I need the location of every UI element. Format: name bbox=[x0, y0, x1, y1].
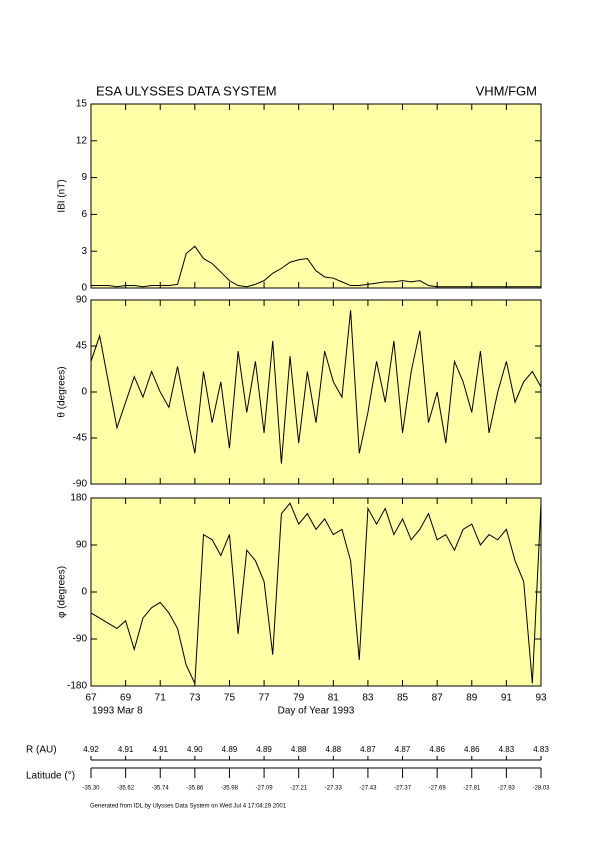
y-tick-label: 0 bbox=[81, 387, 87, 398]
lat-value: -27.43 bbox=[359, 786, 377, 792]
r-value: 4.88 bbox=[291, 745, 307, 754]
y-tick-label: 3 bbox=[81, 246, 87, 257]
r-value: 4.91 bbox=[152, 745, 168, 754]
x-tick-label: 91 bbox=[501, 693, 513, 704]
lat-value: -27.33 bbox=[325, 786, 343, 792]
r-value: 4.89 bbox=[222, 745, 238, 754]
x-tick-label: 89 bbox=[466, 693, 478, 704]
y-tick-label: -90 bbox=[73, 634, 88, 645]
y-tick-label: 90 bbox=[76, 295, 88, 306]
r-value: 4.89 bbox=[256, 745, 272, 754]
r-value: 4.91 bbox=[118, 745, 134, 754]
r-value: 4.83 bbox=[533, 745, 549, 754]
y-tick-label: -180 bbox=[67, 681, 87, 692]
x-tick-label: 93 bbox=[535, 693, 547, 704]
x-tick-label: 75 bbox=[224, 693, 236, 704]
lat-label: Latitude (°) bbox=[26, 771, 75, 782]
y-axis-label: φ (degrees) bbox=[57, 566, 68, 618]
y-axis-label: θ (degrees) bbox=[57, 366, 68, 417]
r-value: 4.87 bbox=[360, 745, 376, 754]
x-tick-label: 71 bbox=[155, 693, 167, 704]
lat-value: -27.09 bbox=[256, 786, 274, 792]
lat-value: -35.30 bbox=[82, 786, 100, 792]
lat-value: -27.93 bbox=[498, 786, 516, 792]
x-tick-label: 83 bbox=[362, 693, 374, 704]
x-tick-label: 85 bbox=[397, 693, 409, 704]
x-tick-label: 77 bbox=[259, 693, 271, 704]
y-tick-label: -45 bbox=[73, 433, 88, 444]
header-right: VHM/FGM bbox=[476, 83, 537, 98]
y-tick-label: 15 bbox=[76, 99, 88, 110]
lat-value: -35.98 bbox=[221, 786, 239, 792]
plot-area bbox=[90, 497, 542, 687]
lat-value: -27.21 bbox=[290, 786, 308, 792]
r-value: 4.83 bbox=[499, 745, 515, 754]
footer: Generated from IDL by Ulysses Data Syste… bbox=[90, 804, 287, 810]
r-value: 4.87 bbox=[395, 745, 411, 754]
y-tick-label: 6 bbox=[81, 209, 87, 220]
lat-value: -27.81 bbox=[463, 786, 481, 792]
x-tick-label: 73 bbox=[189, 693, 201, 704]
y-tick-label: 45 bbox=[76, 341, 88, 352]
y-axis-label: IBI (nT) bbox=[57, 179, 68, 212]
lat-value: -27.37 bbox=[394, 786, 412, 792]
lat-value: -35.74 bbox=[152, 786, 170, 792]
date-label: 1993 Mar 8 bbox=[92, 706, 143, 717]
x-tick-label: 67 bbox=[85, 693, 97, 704]
plot-area bbox=[90, 103, 542, 289]
x-tick-label: 69 bbox=[120, 693, 132, 704]
lat-value: -27.69 bbox=[429, 786, 447, 792]
lat-value: -28.03 bbox=[532, 786, 550, 792]
data-line bbox=[91, 245, 541, 288]
r-value: 4.90 bbox=[187, 745, 203, 754]
r-label: R (AU) bbox=[26, 745, 57, 756]
r-value: 4.86 bbox=[429, 745, 445, 754]
r-value: 4.86 bbox=[464, 745, 480, 754]
data-line bbox=[90, 310, 542, 464]
x-tick-label: 79 bbox=[293, 693, 305, 704]
y-tick-label: 0 bbox=[81, 283, 87, 294]
header-left: ESA ULYSSES DATA SYSTEM bbox=[96, 83, 277, 98]
y-tick-label: 12 bbox=[76, 135, 88, 146]
data-line bbox=[90, 502, 542, 684]
y-tick-label: 9 bbox=[81, 172, 87, 183]
y-tick-label: 0 bbox=[81, 587, 87, 598]
x-axis-label: Day of Year 1993 bbox=[278, 706, 355, 717]
r-value: 4.88 bbox=[326, 745, 342, 754]
lat-value: -35.62 bbox=[117, 786, 135, 792]
lat-value: -35.86 bbox=[186, 786, 204, 792]
r-value: 4.92 bbox=[83, 745, 99, 754]
x-tick-label: 87 bbox=[432, 693, 444, 704]
y-tick-label: -90 bbox=[73, 479, 88, 490]
x-tick-label: 81 bbox=[328, 693, 340, 704]
y-tick-label: 180 bbox=[70, 493, 87, 504]
plot-area bbox=[90, 299, 542, 485]
y-tick-label: 90 bbox=[76, 540, 88, 551]
